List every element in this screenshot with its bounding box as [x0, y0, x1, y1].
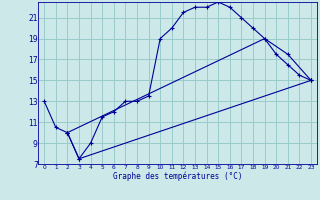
- X-axis label: Graphe des températures (°C): Graphe des températures (°C): [113, 171, 242, 181]
